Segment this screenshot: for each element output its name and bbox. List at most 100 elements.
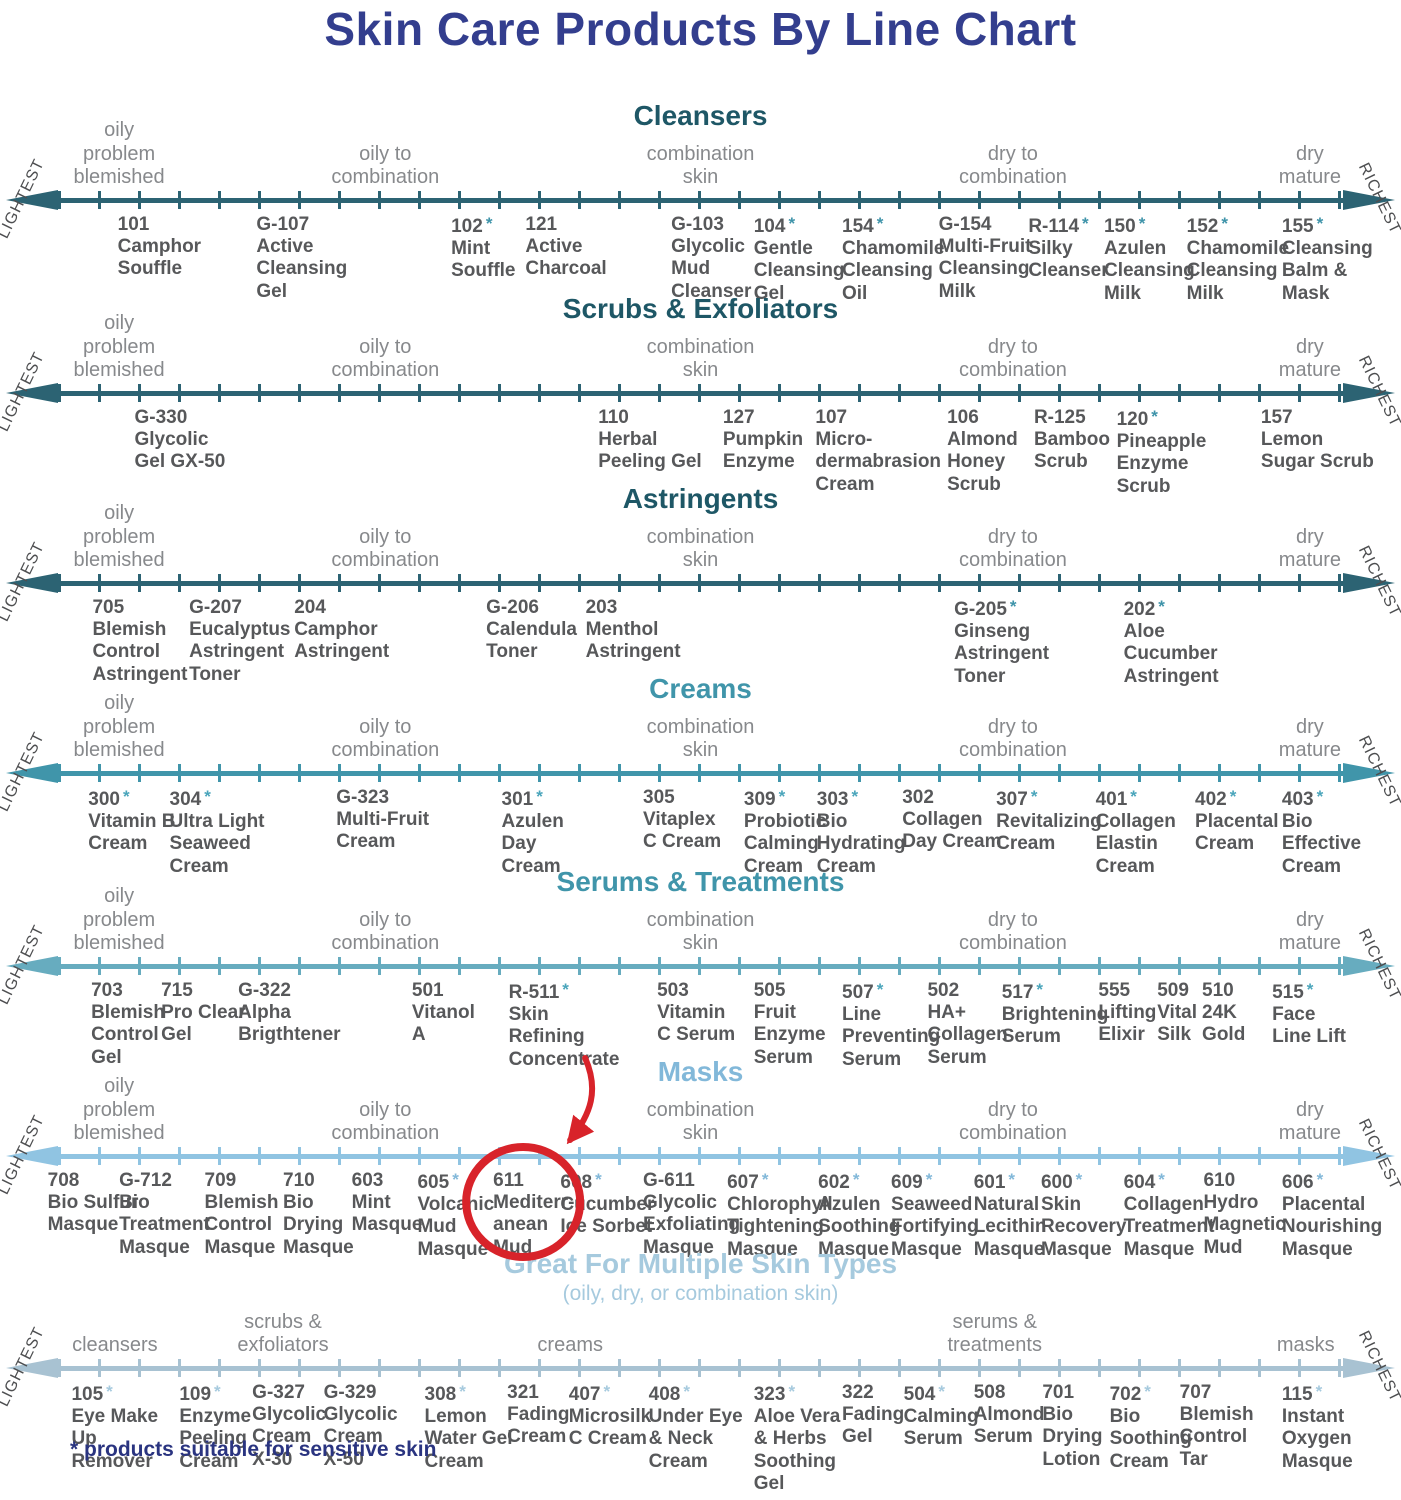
product-127: 127 Pumpkin Enzyme	[723, 407, 803, 474]
sensitive-skin-asterisk-icon: *	[1158, 597, 1165, 616]
product-code: 102 *	[451, 214, 493, 237]
product-708: 708 Bio Sulfur Masque	[48, 1170, 139, 1237]
product-G-103: G-103 Glycolic Mud Cleanser	[671, 214, 751, 303]
product-name: Collagen Treatment Masque	[1123, 1194, 1215, 1260]
product-code: G-107	[256, 214, 310, 235]
sensitive-skin-asterisk-icon: *	[1008, 1170, 1016, 1189]
product-code: 106	[947, 407, 979, 428]
product-name: Azulen Cleansing Milk	[1103, 238, 1195, 304]
product-name: Hydro Magnetic Mud	[1203, 1192, 1286, 1258]
richness-axis	[6, 190, 1395, 210]
product-name: Bamboo Scrub	[1033, 429, 1110, 473]
product-608: 608 * Cucumber Ice Sorbet	[560, 1170, 654, 1239]
sensitive-skin-asterisk-icon: *	[1138, 214, 1146, 233]
product-601: 601 * Natural Lecithin Masque	[974, 1170, 1047, 1261]
product-401: 401 * Collagen Elastin Cream	[1096, 787, 1176, 878]
product-code: 150 *	[1103, 214, 1146, 237]
product-G-330: G-330 Glycolic Gel GX-50	[134, 407, 225, 474]
skin-type-zone-label: dry mature	[1278, 908, 1342, 955]
product-name: 24K Gold	[1202, 1002, 1246, 1046]
skin-type-zone-label: oily to combination	[331, 715, 440, 762]
product-code: 710	[283, 1170, 315, 1191]
product-code: G-712	[119, 1170, 172, 1191]
product-code: G-206	[486, 597, 539, 618]
skin-type-zone-label: combination skin	[646, 525, 755, 572]
product-115: 115 * Instant Oxygen Masque	[1282, 1382, 1353, 1473]
row-title: Cleansers	[633, 100, 768, 131]
arrow-right-icon	[1343, 573, 1395, 593]
product-code: 127	[722, 407, 755, 428]
arrow-right-icon	[1343, 383, 1395, 403]
product-G-206: G-206 Calendula Toner	[486, 597, 577, 664]
product-305: 305 Vitaplex C Cream	[643, 787, 721, 854]
product-code: 155 *	[1281, 214, 1324, 237]
skin-type-zone-label: combination skin	[646, 335, 755, 382]
richness-axis	[6, 1358, 1395, 1378]
product-110: 110 Herbal Peeling Gel	[598, 407, 701, 474]
product-code: G-330	[134, 407, 188, 428]
product-code: 602 *	[818, 1170, 860, 1193]
product-G-323: G-323 Multi-Fruit Cream	[336, 787, 429, 854]
skin-type-zone-label: oily to combination	[331, 908, 440, 955]
product-105: 105 * Eye Make Up Remover	[71, 1382, 158, 1473]
sensitive-skin-asterisk-icon: *	[459, 1382, 466, 1401]
sensitive-skin-asterisk-icon: *	[683, 1382, 690, 1401]
product-code: 715	[161, 980, 193, 1001]
skin-type-zone-label: dry mature	[1278, 715, 1342, 762]
product-name: Mint Masque	[351, 1192, 423, 1236]
product-code: 605 *	[417, 1170, 459, 1193]
product-705: 705 Blemish Control Astringent	[92, 597, 187, 686]
sensitive-skin-asterisk-icon: *	[595, 1170, 602, 1189]
product-name: Face Line Lift	[1272, 1004, 1346, 1048]
product-name: Lemon Water Gel Cream	[424, 1406, 513, 1472]
product-code: 107	[815, 407, 848, 428]
product-code: G-322	[238, 980, 291, 1001]
product-name: Vitamin B Cream	[88, 811, 176, 855]
product-code: 402 *	[1195, 787, 1237, 810]
skin-type-zone-label: combination skin	[646, 1098, 755, 1145]
product-name: Almond Honey Scrub	[947, 429, 1018, 495]
product-106: 106 Almond Honey Scrub	[947, 407, 1018, 496]
product-name: Blemish Control Astringent	[92, 619, 188, 685]
product-code: 157	[1260, 407, 1293, 428]
product-code: 609 *	[891, 1170, 933, 1193]
arrow-left-icon	[6, 956, 58, 976]
product-name: Blemish Control Gel	[91, 1002, 165, 1068]
product-code: 504 *	[903, 1382, 945, 1405]
product-name: Vitamin C Serum	[657, 1002, 736, 1046]
product-606: 606 * Placental Nourishing Masque	[1282, 1170, 1382, 1261]
arrow-left-icon	[6, 1146, 58, 1166]
product-G-712: G-712 Bio Treatment Masque	[119, 1170, 210, 1259]
product-508: 508 Almond Serum	[974, 1382, 1045, 1449]
product-name: Line Preventing Serum	[842, 1004, 941, 1070]
axis-ticks	[58, 384, 1343, 402]
sensitive-skin-asterisk-icon: *	[851, 787, 859, 806]
product-name: Bio Sulfur Masque	[47, 1192, 139, 1236]
arrow-right-icon	[1343, 956, 1395, 976]
product-120: 120 * Pineapple Enzyme Scrub	[1117, 407, 1207, 498]
product-name: Under Eye & Neck Cream	[648, 1406, 743, 1472]
sensitive-skin-asterisk-icon: *	[1009, 597, 1017, 616]
product-152: 152 * Chamomile Cleansing Milk	[1187, 214, 1289, 305]
product-101: 101 Camphor Souffle	[118, 214, 201, 281]
product-name: Multi-Fruit Cleansing Milk	[938, 236, 1032, 302]
product-302: 302 Collagen Day Cream	[902, 787, 1001, 854]
product-name: Aloe Cucumber Astringent	[1123, 621, 1219, 687]
category-label: cleansers	[72, 1334, 158, 1357]
skin-type-zone-label: dry to combination	[959, 715, 1067, 762]
product-code: 601 *	[973, 1170, 1016, 1193]
product-name: Camphor Souffle	[117, 236, 202, 280]
product-code: G-323	[336, 787, 390, 808]
axis-ticks	[58, 1359, 1343, 1377]
sensitive-skin-asterisk-icon: *	[204, 787, 211, 806]
sensitive-skin-asterisk-icon: *	[603, 1382, 611, 1401]
row-title: Great For Multiple Skin Types	[503, 1248, 898, 1279]
product-code: 604 *	[1123, 1170, 1165, 1193]
product-name: Fruit Enzyme Serum	[753, 1002, 826, 1068]
product-600: 600 * Skin Recovery Masque	[1041, 1170, 1127, 1261]
sensitive-skin-asterisk-icon: *	[788, 214, 796, 233]
arrow-right-icon	[1343, 190, 1395, 210]
product-G-107: G-107 Active Cleansing Gel	[256, 214, 347, 303]
product-603: 603 Mint Masque	[352, 1170, 423, 1237]
sensitive-skin-asterisk-icon: *	[1130, 787, 1137, 806]
